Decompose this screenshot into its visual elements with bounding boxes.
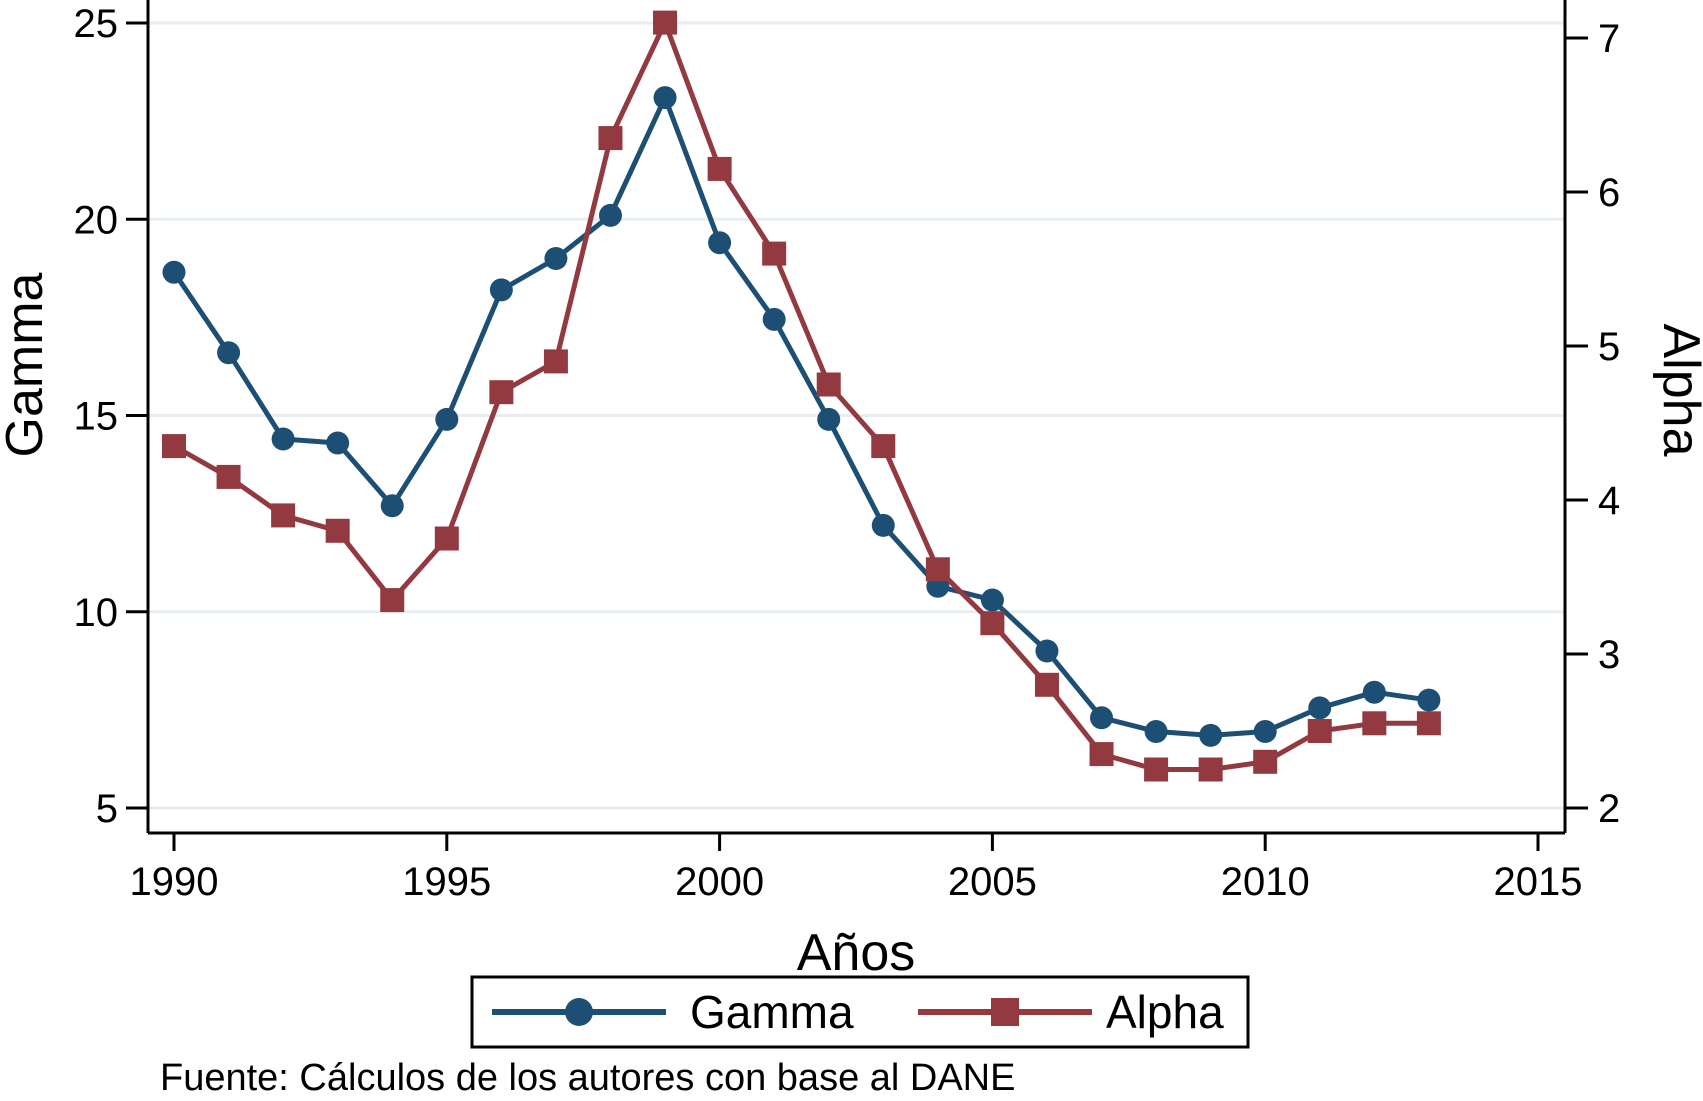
alpha-point (1144, 757, 1169, 782)
alpha-legend-marker-icon (991, 998, 1019, 1026)
gamma-point (1090, 706, 1114, 730)
x-axis-ticks: 1990 1995 2000 2005 2010 2015 (130, 833, 1583, 904)
y-right-tick-label: 5 (1598, 325, 1620, 369)
y-left-axis-title: Gamma (0, 272, 54, 457)
y-left-tick-label: 25 (74, 2, 119, 46)
y-right-tick-label: 3 (1598, 633, 1620, 677)
alpha-point (271, 503, 296, 528)
gamma-point (544, 247, 568, 270)
alpha-legend-label: Alpha (1106, 986, 1224, 1038)
series-lines (162, 10, 1441, 782)
gamma-point (271, 427, 295, 451)
x-tick-label: 2000 (675, 860, 764, 904)
y-right-tick-label: 6 (1598, 171, 1620, 215)
gamma-legend-label: Gamma (690, 986, 854, 1038)
gamma-point (1308, 696, 1332, 720)
gamma-point (1199, 723, 1223, 747)
alpha-line (172, 20, 1429, 772)
alpha-point (980, 611, 1005, 636)
gamma-point (162, 260, 186, 284)
y-right-ticks: 7 6 5 4 3 2 (1565, 17, 1620, 831)
x-tick-label: 2005 (948, 860, 1037, 904)
gamma-point (817, 407, 841, 431)
gamma-point (980, 588, 1004, 612)
gamma-point (1362, 680, 1386, 704)
gamma-point (762, 307, 786, 331)
alpha-point (1416, 711, 1441, 736)
y-left-tick-label: 10 (74, 591, 119, 635)
gamma-point (380, 494, 404, 518)
gamma-legend-marker-icon (565, 998, 593, 1026)
alpha-point (543, 349, 568, 374)
x-tick-label: 1995 (402, 860, 491, 904)
alpha-point (871, 434, 896, 459)
alpha-point (162, 434, 186, 459)
x-axis-title: Años (797, 924, 916, 982)
gamma-point (217, 341, 241, 365)
x-tick-label: 1990 (130, 860, 219, 904)
alpha-point (1034, 672, 1059, 697)
alpha-point (1198, 757, 1223, 782)
x-tick-label: 2010 (1221, 860, 1310, 904)
legend: Gamma Alpha (470, 975, 1250, 1049)
alpha-point (707, 156, 732, 181)
alpha-point (1307, 719, 1332, 743)
gamma-point (598, 203, 622, 227)
alpha-point (925, 557, 950, 582)
y-right-tick-label: 4 (1598, 479, 1620, 523)
alpha-point (325, 518, 350, 543)
x-tick-label: 2015 (1494, 860, 1583, 904)
gamma-point (1253, 719, 1277, 743)
alpha-point (762, 241, 787, 266)
y-left-tick-label: 20 (74, 198, 119, 242)
gamma-point (653, 86, 677, 110)
y-right-tick-label: 2 (1598, 787, 1620, 831)
y-left-tick-label: 5 (96, 787, 118, 831)
alpha-point (1253, 749, 1278, 774)
gamma-point (871, 513, 895, 537)
gamma-point (708, 231, 732, 255)
gamma-point (1417, 688, 1441, 712)
source-note: Fuente: Cálculos de los autores con base… (160, 1057, 1015, 1099)
gamma-point (1144, 719, 1168, 743)
alpha-point (653, 10, 678, 35)
alpha-point (216, 464, 241, 489)
gamma-point (326, 431, 350, 455)
alpha-point (489, 380, 514, 405)
series-gamma (162, 86, 1441, 747)
alpha-point (816, 372, 841, 397)
y-right-tick-label: 7 (1598, 17, 1620, 61)
series-alpha (162, 10, 1441, 782)
y-left-ticks: 25 20 15 10 5 (74, 2, 148, 831)
y-right-axis-title: Alpha (1652, 324, 1703, 457)
gamma-point (489, 278, 513, 302)
gamma-point (435, 407, 459, 431)
alpha-point (598, 126, 623, 151)
legend-item-gamma: Gamma (492, 986, 854, 1038)
alpha-point (380, 588, 405, 613)
y-left-tick-label: 15 (74, 395, 119, 439)
alpha-point (1089, 742, 1114, 767)
gamma-point (1035, 639, 1059, 663)
alpha-point (1362, 711, 1387, 736)
alpha-point (434, 526, 459, 551)
legend-item-alpha: Alpha (918, 986, 1224, 1038)
